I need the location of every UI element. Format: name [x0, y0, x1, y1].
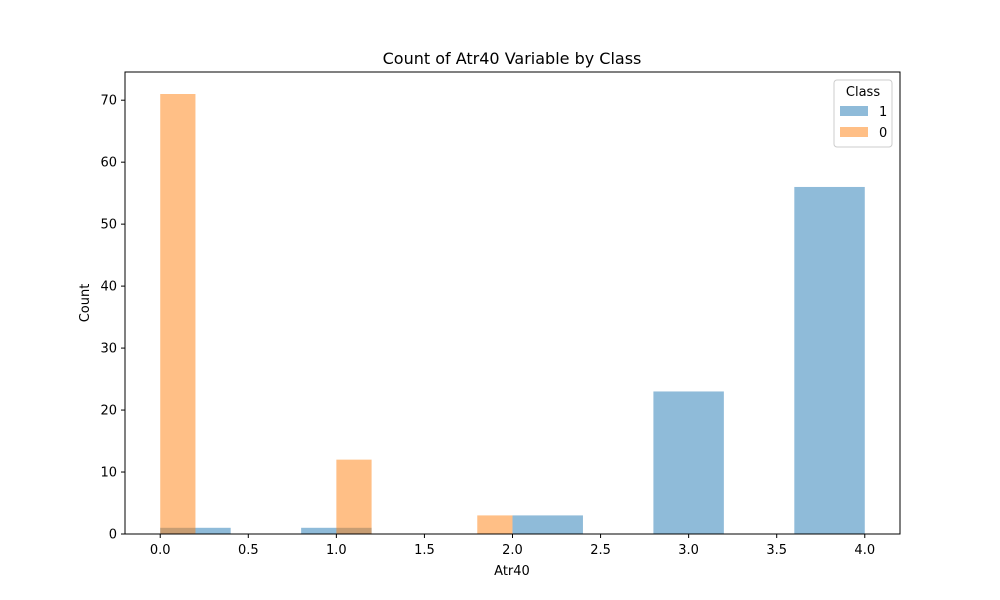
- x-tick-label: 0.5: [238, 543, 259, 558]
- plot-frame: [124, 71, 901, 535]
- bar-class-1-4: [794, 186, 865, 534]
- x-tick-label: 1.0: [326, 543, 347, 558]
- chart-title: Count of Atr40 Variable by Class: [383, 49, 642, 68]
- bar-class-1-1: [301, 527, 372, 534]
- x-tick-label: 2.5: [590, 543, 611, 558]
- bars-layer: [160, 94, 865, 534]
- legend-swatch-class-1: [840, 106, 868, 116]
- bar-class-1-2: [512, 515, 583, 534]
- legend-swatch-class-0: [840, 127, 868, 137]
- bar-class-0-1: [336, 459, 372, 534]
- x-tick-label: 1.5: [414, 543, 435, 558]
- x-tick-label: 0.0: [150, 543, 171, 558]
- legend-items: 10: [840, 105, 887, 141]
- y-tick-label: 60: [100, 156, 117, 171]
- y-tick-label: 50: [100, 218, 117, 233]
- x-tick-label: 3.0: [678, 543, 699, 558]
- x-tick-label: 2.0: [502, 543, 523, 558]
- legend: Class 10: [833, 79, 893, 148]
- x-axis-ticks: 0.0 0.5 1.0 1.5 2.0 2.5 3.0 3.5 4.0: [150, 534, 875, 558]
- y-tick-label: 0: [109, 528, 117, 543]
- x-tick-label: 4.0: [854, 543, 875, 558]
- legend-title: Class: [846, 85, 880, 100]
- legend-label-class-1: 1: [879, 105, 887, 120]
- x-axis-label: Atr40: [494, 564, 530, 579]
- y-tick-label: 40: [100, 280, 117, 295]
- y-tick-label: 10: [100, 466, 117, 481]
- y-axis-ticks: 0 10 20 30 40 50 60 70: [100, 94, 125, 543]
- y-tick-label: 70: [100, 94, 117, 109]
- y-tick-label: 30: [100, 342, 117, 357]
- bar-class-1-3: [653, 391, 724, 534]
- bar-class-0-2: [477, 515, 513, 534]
- legend-label-class-0: 0: [879, 126, 887, 141]
- x-tick-label: 3.5: [766, 543, 787, 558]
- y-tick-label: 20: [100, 404, 117, 419]
- bar-class-0-0: [160, 94, 196, 534]
- y-axis-label: Count: [78, 284, 93, 323]
